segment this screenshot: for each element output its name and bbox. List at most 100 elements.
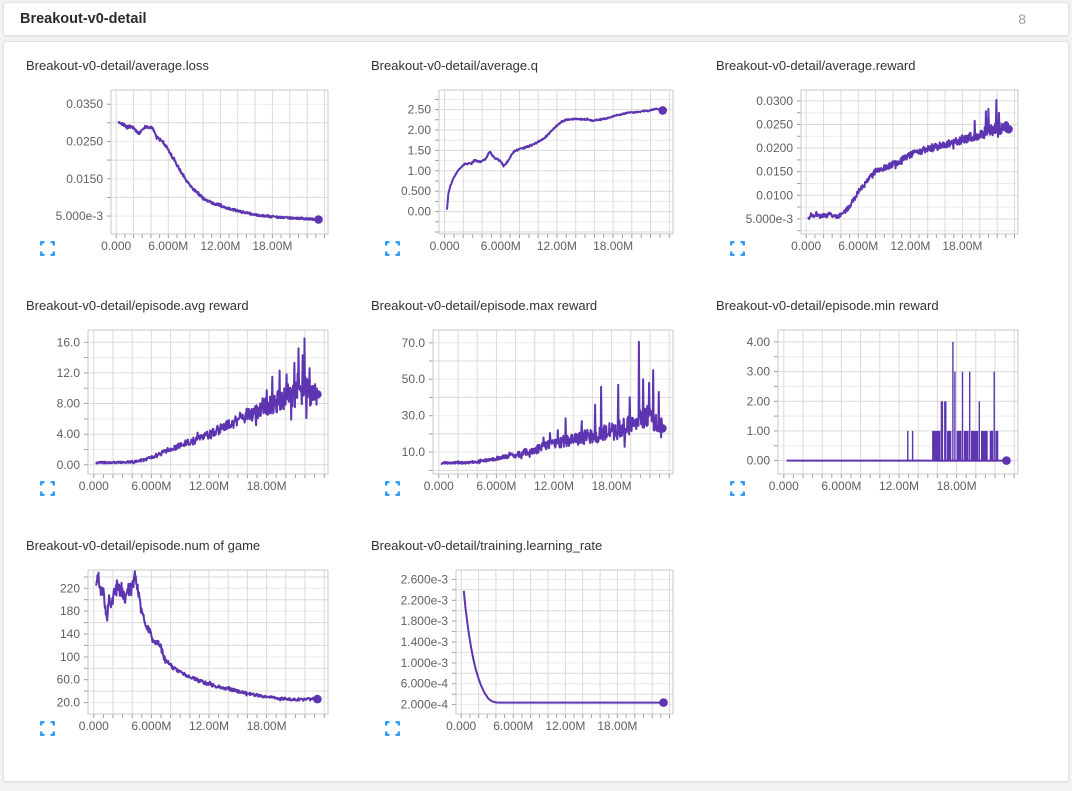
expand-chart-button[interactable] (729, 481, 745, 497)
y-tick-label: 1.400e-3 (401, 635, 449, 649)
y-tick-label: 2.200e-3 (401, 593, 449, 607)
y-tick-label: 0.00 (408, 205, 432, 219)
x-tick-label: 6.000M (838, 239, 878, 253)
chart-card-episode-min-reward: Breakout-v0-detail/episode.min reward 4.… (716, 298, 1046, 498)
gridlines-major (778, 330, 1018, 474)
x-tick-label: 12.00M (545, 719, 585, 733)
y-tick-label: 2.600e-3 (401, 572, 449, 586)
y-tick-label: 4.00 (747, 335, 771, 349)
plot-border (110, 89, 329, 235)
chart-title: Breakout-v0-detail/episode.min reward (716, 298, 939, 313)
gridlines-major (801, 90, 1018, 234)
axis-labels: 0.0350 0.0250 0.0150 5.000e-3 0.000 6.000M 12.… (56, 97, 293, 253)
chart-card-average-reward: Breakout-v0-detail/average.reward 0.0300… (716, 58, 1046, 258)
fullscreen-icon (39, 481, 55, 496)
y-tick-label: 3.00 (747, 365, 771, 379)
y-tick-label: 2.50 (408, 103, 432, 117)
fullscreen-icon (384, 481, 400, 496)
charts-grid: Breakout-v0-detail/average.loss 0.0350 0.… (26, 58, 1068, 738)
y-tick-label: 0.0250 (66, 135, 103, 149)
expand-chart-button[interactable] (39, 721, 55, 737)
y-tick-label: 0.0150 (756, 165, 793, 179)
chart-plot[interactable]: 0.0350 0.0250 0.0150 5.000e-3 0.000 6.000M 12.… (26, 80, 356, 258)
data-block (961, 371, 964, 462)
x-tick-label: 0.000 (446, 719, 476, 733)
fullscreen-icon (729, 481, 745, 496)
axis-ticks (452, 578, 670, 718)
axis-ticks (774, 341, 1015, 478)
y-tick-label: 0.0300 (756, 94, 793, 108)
y-tick-label: 0.00 (57, 458, 81, 472)
y-tick-label: 180 (60, 604, 80, 618)
x-tick-label: 6.000M (481, 239, 521, 253)
fullscreen-icon (384, 241, 400, 256)
run-group-header[interactable]: Breakout-v0-detail 8 (3, 2, 1069, 36)
gridlines-major (111, 90, 328, 234)
series-end-dot (659, 698, 668, 707)
x-tick-label: 12.00M (189, 479, 229, 493)
data-block (954, 371, 956, 462)
chart-card-average-loss: Breakout-v0-detail/average.loss 0.0350 0.… (26, 58, 356, 258)
y-gridlines-minor (111, 103, 328, 217)
x-tick-label: 18.00M (597, 719, 637, 733)
y-tick-label: 0.0200 (756, 141, 793, 155)
y-tick-label: 2.00 (408, 123, 432, 137)
axis-labels: 70.0 50.0 30.0 10.0 0.000 6.000M 12.00M 18.00M (402, 336, 632, 493)
y-tick-label: 70.0 (402, 336, 426, 350)
axis-labels: 16.0 12.0 8.00 4.00 0.00 0.000 6.000M 12.00M 18.… (57, 335, 287, 493)
plot-border (438, 89, 674, 235)
y-tick-label: 4.00 (57, 427, 81, 441)
y-tick-label: 1.000e-3 (401, 656, 449, 670)
chart-count-badge: 8 (1018, 11, 1026, 27)
expand-chart-button[interactable] (39, 241, 55, 257)
x-tick-label: 12.00M (534, 479, 574, 493)
gridlines-major (88, 330, 328, 474)
plot-border (87, 329, 329, 475)
axis-ticks (435, 98, 670, 238)
expand-chart-button[interactable] (384, 241, 400, 257)
x-tick-label: 18.00M (942, 239, 982, 253)
chart-plot[interactable]: 4.00 3.00 2.00 1.00 0.00 0.000 6.000M 12.00M 18.… (716, 320, 1046, 498)
series-line (807, 98, 1010, 220)
expand-chart-button[interactable] (384, 721, 400, 737)
chart-plot[interactable]: 2.600e-3 2.200e-3 1.800e-3 1.400e-3 1.000e-3… (371, 560, 701, 738)
plot-border (800, 89, 1019, 235)
data-block (995, 430, 999, 462)
series-line (440, 340, 664, 465)
chart-plot[interactable]: 16.0 12.0 8.00 4.00 0.00 0.000 6.000M 12.00M 18.… (26, 320, 356, 498)
x-tick-label: 12.00M (537, 239, 577, 253)
chart-plot[interactable]: 2.50 2.00 1.50 1.00 0.500 0.00 0.000 6.000M 12.0… (371, 80, 701, 258)
data-block (952, 341, 954, 462)
expand-chart-button[interactable] (384, 481, 400, 497)
gridlines-major (439, 90, 673, 234)
chart-title: Breakout-v0-detail/episode.max reward (371, 298, 598, 313)
x-tick-label: 0.000 (79, 479, 109, 493)
chart-card-episode-max-reward: Breakout-v0-detail/episode.max reward 70… (371, 298, 701, 498)
y-gridlines-minor (801, 112, 1018, 232)
y-tick-label: 1.00 (408, 164, 432, 178)
run-group-title: Breakout-v0-detail (20, 11, 147, 27)
axis-labels: 220 180 140 100 60.0 20.0 0.000 6.000M 12.00M 18.… (57, 581, 287, 733)
y-tick-label: 2.000e-4 (401, 698, 449, 712)
chart-plot[interactable]: 220 180 140 100 60.0 20.0 0.000 6.000M 12.00M 18.… (26, 560, 356, 738)
series-end-dot (658, 106, 667, 115)
chart-title: Breakout-v0-detail/average.reward (716, 58, 916, 73)
y-tick-label: 1.50 (408, 143, 432, 157)
x-tick-label: 12.00M (879, 479, 919, 493)
x-tick-label: 6.000M (476, 479, 516, 493)
y-tick-label: 100 (60, 650, 80, 664)
x-tick-label: 6.000M (131, 719, 171, 733)
expand-chart-button[interactable] (39, 481, 55, 497)
y-tick-label: 1.00 (747, 424, 771, 438)
expand-chart-button[interactable] (729, 241, 745, 257)
series-line (462, 590, 664, 704)
gridlines-major (456, 570, 673, 714)
series-line (95, 337, 318, 465)
y-tick-label: 0.00 (747, 454, 771, 468)
data-block (911, 430, 914, 462)
fullscreen-icon (39, 721, 55, 736)
chart-plot[interactable]: 0.0300 0.0250 0.0200 0.0150 0.0100 5.000e-3 0.… (716, 80, 1046, 258)
series-line (446, 107, 664, 210)
data-block (963, 430, 969, 462)
chart-plot[interactable]: 70.0 50.0 30.0 10.0 0.000 6.000M 12.00M 18.00M (371, 320, 701, 498)
